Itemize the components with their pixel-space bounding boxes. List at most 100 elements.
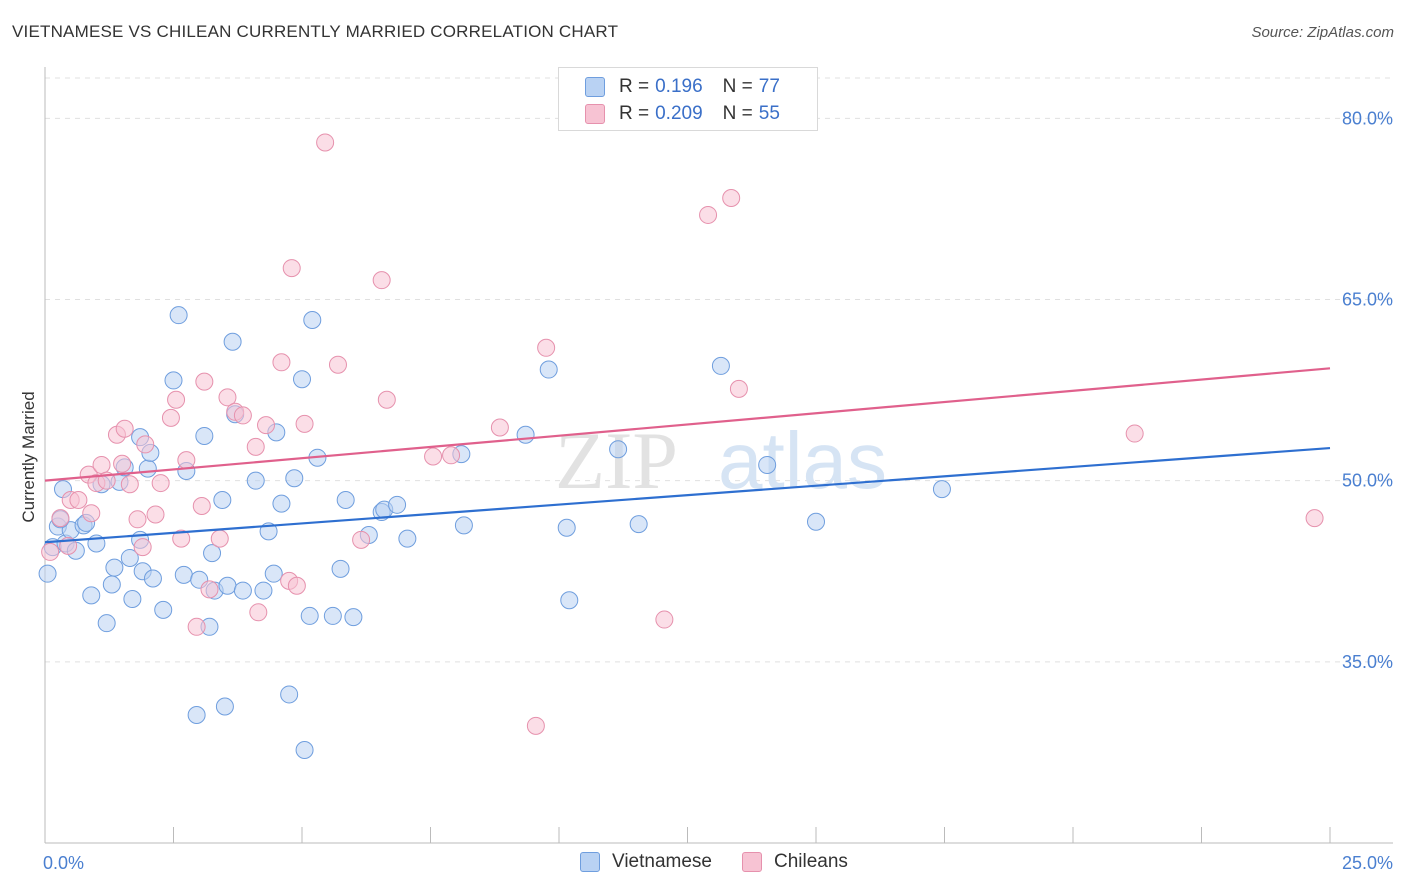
- vietnamese-point: [932, 480, 951, 499]
- chilean-point: [136, 435, 155, 454]
- chilean-point: [287, 576, 306, 595]
- chilean-point: [526, 716, 545, 735]
- legend-r-label: R =: [619, 103, 650, 124]
- chilean-point: [146, 505, 165, 524]
- chilean-point: [82, 504, 101, 523]
- chilean-point: [69, 490, 88, 509]
- chilean-point: [51, 509, 70, 528]
- legend-item-vietnamese: Vietnamese: [580, 851, 712, 873]
- chilean-point: [115, 419, 134, 438]
- chileans-swatch: [742, 852, 762, 872]
- vietnamese-point: [454, 516, 473, 535]
- vietnamese-point: [516, 425, 535, 444]
- vietnamese-point: [280, 685, 299, 704]
- vietnamese-point: [164, 371, 183, 390]
- chilean-point: [328, 355, 347, 374]
- vietnamese-point: [102, 575, 121, 594]
- vietnamese-point: [272, 494, 291, 513]
- chilean-trend-line: [44, 367, 1331, 482]
- chilean-point: [655, 610, 674, 629]
- legend-label-vietnamese: Vietnamese: [612, 851, 712, 872]
- legend-r-label: R =: [619, 76, 650, 97]
- chilean-point: [490, 418, 509, 437]
- watermark-zip: ZIP: [555, 415, 678, 506]
- vietnamese-point: [246, 471, 265, 490]
- legend-n-label: N =: [722, 103, 753, 124]
- chilean-point: [722, 189, 741, 208]
- vietnamese-point: [233, 581, 252, 600]
- x-tick-label: 0.0%: [43, 853, 84, 873]
- chilean-point: [120, 475, 139, 494]
- chilean-point: [537, 338, 556, 357]
- vietnamese-point: [169, 306, 188, 325]
- chilean-point: [316, 133, 335, 152]
- vietnamese-point: [711, 356, 730, 375]
- vietnamese-point: [218, 576, 237, 595]
- chart-title: VIETNAMESE VS CHILEAN CURRENTLY MARRIED …: [12, 22, 619, 41]
- vietnamese-point: [295, 740, 314, 759]
- vietnamese-point: [215, 697, 234, 716]
- chilean-point: [424, 447, 443, 466]
- vietnamese-point: [213, 490, 232, 509]
- chilean-point: [218, 388, 237, 407]
- vietnamese-point: [82, 586, 101, 605]
- chilean-point: [151, 474, 170, 493]
- chilean-point: [133, 538, 152, 557]
- chilean-point: [200, 580, 219, 599]
- chilean-point: [172, 529, 191, 548]
- vietnamese-point: [388, 495, 407, 514]
- chilean-point: [195, 372, 214, 391]
- vietnamese-point: [344, 608, 363, 627]
- chilean-point: [246, 437, 265, 456]
- vietnamese-point: [123, 590, 142, 609]
- vietnamese-point: [398, 529, 417, 548]
- vietnamese-point: [223, 332, 242, 351]
- x-tick-label: 25.0%: [1342, 853, 1393, 873]
- series-legend: Vietnamese Chileans: [580, 851, 878, 873]
- chilean-point: [372, 271, 391, 290]
- chilean-point: [377, 390, 396, 409]
- vietnamese-trend-line: [44, 446, 1331, 544]
- vietnamese-point: [609, 440, 628, 459]
- chilean-point: [257, 416, 276, 435]
- chilean-point: [161, 408, 180, 427]
- y-tick-label: 80.0%: [1342, 108, 1393, 128]
- vietnamese-point: [38, 564, 57, 583]
- vietnamese-point: [120, 548, 139, 567]
- vietnamese-point: [323, 606, 342, 625]
- vietnamese-point: [539, 360, 558, 379]
- chilean-point: [249, 603, 268, 622]
- chilean-point: [187, 617, 206, 636]
- vietnamese-point: [285, 469, 304, 488]
- vietnamese-point: [807, 512, 825, 531]
- chilean-point: [699, 205, 718, 224]
- chilean-point: [1305, 509, 1324, 528]
- vietnamese-point: [557, 518, 576, 537]
- vietnamese-point: [174, 565, 193, 584]
- chilean-point: [729, 379, 748, 398]
- chilean-point: [210, 529, 229, 548]
- y-tick-label: 35.0%: [1342, 652, 1393, 672]
- vietnamese-point: [143, 569, 162, 588]
- chart-source: Source: ZipAtlas.com: [1251, 24, 1394, 41]
- axes: [44, 67, 1393, 844]
- vietnamese-point: [254, 581, 273, 600]
- y-tick-label: 65.0%: [1342, 289, 1393, 309]
- y-axis-label: Currently Married: [19, 391, 38, 522]
- vietnamese-point: [264, 564, 283, 583]
- vietnamese-point: [629, 515, 648, 534]
- vietnamese-swatch: [585, 77, 605, 97]
- vietnamese-point: [293, 370, 311, 389]
- x-tick-labels: 0.0% 25.0%: [43, 853, 1393, 873]
- chilean-point: [1125, 424, 1144, 443]
- vietnamese-point: [560, 591, 579, 610]
- legend-row-chileans: R = 0.209 N = 55: [585, 102, 780, 126]
- chilean-point: [233, 406, 252, 425]
- vietnamese-swatch: [580, 852, 600, 872]
- vietnamese-point: [203, 544, 222, 563]
- vietnamese-point: [154, 600, 173, 619]
- vietnamese-point: [195, 426, 214, 445]
- vietnamese-point: [331, 559, 350, 578]
- legend-n-value: 55: [758, 103, 780, 124]
